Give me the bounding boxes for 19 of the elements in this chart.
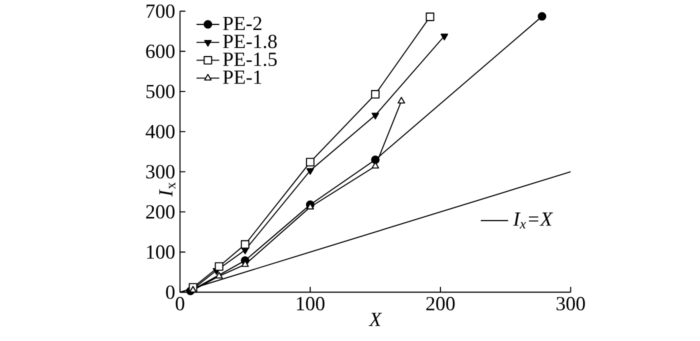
y-axis-title: I$_{x}$ (159, 182, 176, 197)
legend-label: PE-1 (223, 70, 262, 84)
y-tick-label: 600 (146, 44, 175, 58)
y-tick-label: 400 (146, 124, 175, 138)
x-tick-label: 300 (556, 296, 585, 310)
legend-label: I$_{x}$=X (513, 212, 554, 228)
y-tick-label: 500 (146, 84, 175, 98)
legend-label: PE-2 (223, 16, 262, 30)
x-tick-label: 100 (296, 296, 324, 310)
y-tick-label: 700 (146, 4, 175, 18)
y-tick-label: 100 (147, 245, 175, 259)
y-tick-label: 0 (166, 285, 175, 299)
y-tick-label: 300 (146, 164, 175, 178)
y-tick-label: 200 (146, 205, 175, 219)
legend-label: PE-1.5 (223, 52, 277, 66)
x-axis-title: X (368, 312, 382, 326)
legend-label: PE-1.8 (223, 34, 277, 48)
x-tick-label: 200 (426, 296, 455, 310)
x-tick-label: 0 (176, 296, 184, 310)
